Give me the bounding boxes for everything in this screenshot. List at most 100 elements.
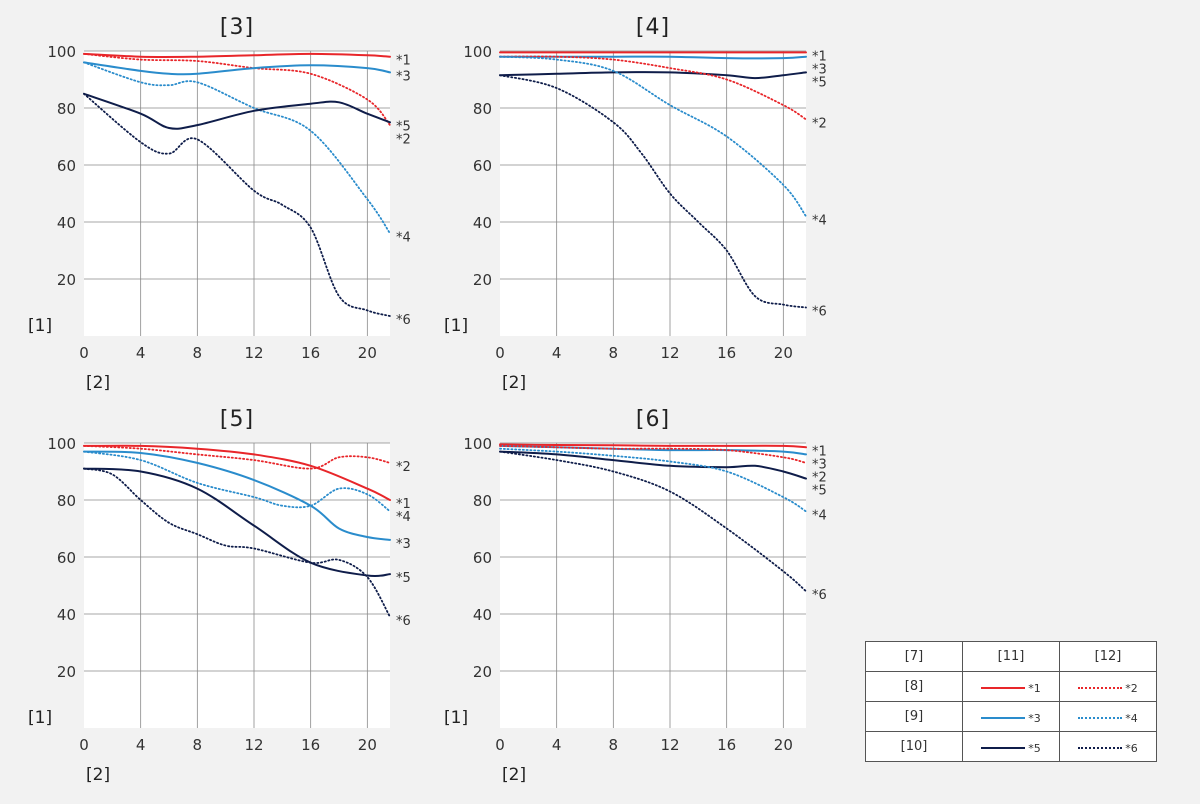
x-tick-label: 20 — [774, 736, 793, 754]
legend-solid-label: *3 — [1028, 711, 1041, 725]
y-tick-label: 80 — [57, 100, 76, 118]
series-line — [499, 450, 807, 593]
series-line — [83, 444, 391, 501]
legend-solid-line — [981, 747, 1026, 750]
x-tick-label: 16 — [717, 736, 736, 754]
series-end-label: *6 — [396, 313, 411, 328]
chart-title: [5] — [220, 407, 254, 432]
x-tick-label: 12 — [244, 344, 263, 362]
x-tick-label: 4 — [136, 344, 146, 362]
x-axis-label: [2] — [86, 765, 110, 785]
legend-solid-label: *1 — [1028, 681, 1041, 695]
y-tick-label: 40 — [473, 214, 492, 232]
legend-solid-label: *5 — [1028, 741, 1041, 755]
legend-dotted-line — [1078, 747, 1123, 750]
series-line — [83, 92, 391, 130]
legend-row-label: [10] — [865, 731, 963, 762]
mtf-panel: 0 4 8 12 16 20 20 40 60 80 100 [6] [1] [2] *1*3*2*5 *4 *… — [444, 407, 827, 785]
series-end-label: *2 — [812, 470, 827, 485]
legend-header-2: [12] — [1059, 641, 1157, 672]
series-line — [499, 55, 807, 121]
x-axis-label: [2] — [86, 373, 110, 393]
y-axis-label: [1] — [28, 708, 52, 728]
series-line — [499, 55, 807, 218]
series-end-label: *4 — [812, 508, 827, 523]
series-line — [83, 450, 391, 541]
series-end-label: *1 — [396, 497, 411, 512]
series-end-label: *1 — [812, 49, 827, 64]
y-tick-label: 60 — [57, 549, 76, 567]
x-axis-label: [2] — [502, 765, 526, 785]
plot-area — [84, 443, 390, 728]
legend-row: [8] *1 *2 — [865, 671, 1157, 702]
legend-dotted-line — [1078, 687, 1123, 690]
series-line — [83, 467, 391, 618]
mtf-panel: 0 4 8 12 16 20 20 40 60 80 100 [5] [1] [2] *2 *1*4 *3 *5 *… — [28, 407, 411, 785]
series-end-label: *6 — [812, 588, 827, 603]
legend-dotted-label: *6 — [1125, 741, 1138, 755]
x-tick-label: 8 — [193, 344, 203, 362]
legend-row-label: [8] — [865, 671, 963, 702]
y-axis-label: [1] — [28, 316, 52, 336]
y-tick-label: 60 — [473, 549, 492, 567]
legend-dotted-cell: *2 — [1059, 671, 1157, 702]
plot-area — [500, 51, 806, 336]
series-line — [83, 450, 391, 513]
plot-area — [84, 51, 390, 336]
x-tick-label: 0 — [79, 344, 89, 362]
series-end-label: *4 — [396, 510, 411, 525]
y-axis-label: [1] — [444, 316, 468, 336]
legend-solid-line — [981, 717, 1026, 720]
legend-solid-line — [981, 687, 1026, 690]
legend-dotted-cell: *4 — [1059, 701, 1157, 732]
series-line — [83, 61, 391, 76]
series-end-label: *4 — [396, 230, 411, 245]
legend-dotted-cell: *6 — [1059, 731, 1157, 762]
series-line — [499, 443, 807, 449]
series-end-label: *5 — [396, 571, 411, 586]
series-end-label: *4 — [812, 213, 827, 228]
x-tick-label: 12 — [660, 736, 679, 754]
legend-dotted-line — [1078, 717, 1123, 720]
series-end-label: *5 — [396, 119, 411, 134]
x-tick-label: 0 — [79, 736, 89, 754]
y-tick-label: 80 — [473, 492, 492, 510]
legend-solid-cell: *1 — [962, 671, 1060, 702]
series-line — [499, 450, 807, 480]
mtf-panel: 0 4 8 12 16 20 20 40 60 80 100 [3] [1] [2] *1*3 *5*2 *4 *… — [28, 15, 411, 393]
y-tick-label: 100 — [463, 435, 492, 453]
legend-dotted-label: *2 — [1125, 681, 1138, 695]
x-tick-label: 20 — [358, 736, 377, 754]
plot-area — [500, 443, 806, 728]
x-tick-label: 12 — [660, 344, 679, 362]
y-tick-label: 100 — [47, 43, 76, 61]
y-tick-label: 60 — [473, 157, 492, 175]
y-tick-label: 20 — [57, 663, 76, 681]
series-end-label: *2 — [396, 460, 411, 475]
legend-row-label: [9] — [865, 701, 963, 732]
series-line — [83, 445, 391, 470]
x-tick-label: 12 — [244, 736, 263, 754]
y-tick-label: 20 — [473, 271, 492, 289]
x-tick-label: 0 — [495, 736, 505, 754]
mtf-panel: 0 4 8 12 16 20 20 40 60 80 100 [4] [1] [2] *1*3*5 *2 *4 *… — [444, 15, 827, 393]
x-tick-label: 4 — [136, 736, 146, 754]
x-tick-label: 16 — [301, 344, 320, 362]
series-end-label: *5 — [812, 75, 827, 90]
y-tick-label: 20 — [473, 663, 492, 681]
y-tick-label: 80 — [57, 492, 76, 510]
legend-header-row: [7] [11] [12] — [865, 641, 1157, 672]
x-tick-label: 20 — [774, 344, 793, 362]
series-line — [499, 74, 807, 309]
legend-table: [7] [11] [12] [8] *1 *2 [9] *3 *4 [10] *… — [865, 641, 1157, 762]
y-tick-label: 40 — [473, 606, 492, 624]
legend-solid-cell: *5 — [962, 731, 1060, 762]
x-tick-label: 8 — [193, 736, 203, 754]
legend-row: [9] *3 *4 — [865, 701, 1157, 732]
chart-title: [3] — [220, 15, 254, 40]
series-end-label: *3 — [396, 69, 411, 84]
x-tick-label: 4 — [552, 736, 562, 754]
series-line — [83, 61, 391, 235]
